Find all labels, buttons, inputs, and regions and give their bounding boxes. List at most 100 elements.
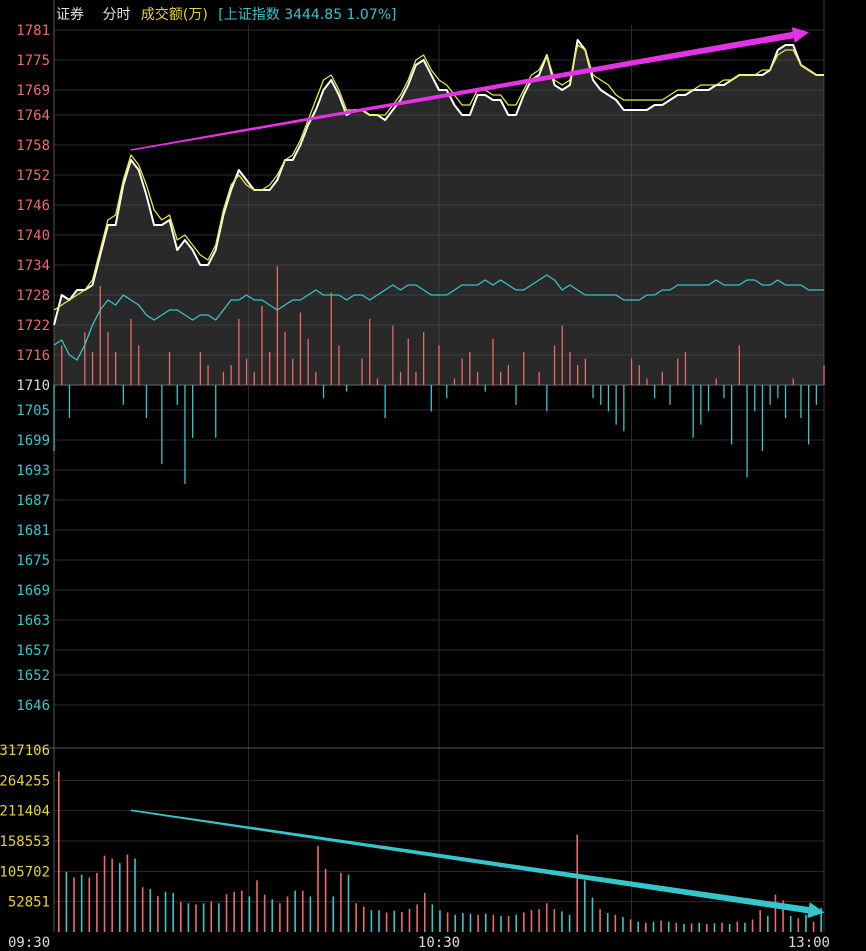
net-flow-bar <box>176 385 178 405</box>
volume-bar <box>233 891 235 932</box>
net-flow-bar <box>792 378 794 385</box>
volume-bars <box>58 771 822 932</box>
volume-bar <box>141 887 144 932</box>
volume-bar <box>202 903 205 932</box>
volume-bar <box>462 913 464 932</box>
net-flow-bar <box>399 371 402 385</box>
net-flow-bar <box>269 352 271 385</box>
net-flow-bar <box>415 371 417 385</box>
volume-bar <box>385 912 388 932</box>
y-tick-label: 1646 <box>16 698 50 714</box>
volume-bar <box>263 894 266 932</box>
series-line-avg <box>53 44 824 311</box>
volume-bar <box>408 909 411 932</box>
volume-bar <box>118 863 121 932</box>
volume-bar <box>355 903 357 932</box>
net-flow-bar <box>800 385 802 418</box>
volume-bar <box>393 910 396 932</box>
volume-downtrend-arrow-head <box>807 902 825 919</box>
volume-bar <box>423 892 426 932</box>
y-tick-label: 1705 <box>16 403 50 419</box>
volume-bar <box>378 910 380 932</box>
net-flow-bar <box>661 371 663 385</box>
volume-bar <box>73 877 75 932</box>
net-flow-bar <box>677 358 679 385</box>
net-flow-bar <box>461 358 463 385</box>
volume-bar <box>431 904 434 932</box>
volume-bar <box>568 914 571 932</box>
net-flow-bar <box>746 385 748 478</box>
net-flow-bar <box>484 385 486 392</box>
volume-bar <box>111 858 113 932</box>
volume-bar <box>362 906 365 932</box>
net-flow-bar <box>654 385 656 399</box>
volume-bar <box>706 923 708 932</box>
volume-bar <box>195 904 197 932</box>
volume-bar <box>759 910 761 932</box>
volume-bar <box>515 914 518 932</box>
net-flow-bar <box>453 378 456 385</box>
net-flow-bar <box>115 352 117 385</box>
volume-bar <box>301 890 304 932</box>
net-flow-bar <box>107 332 109 385</box>
net-flow-bar <box>815 385 817 405</box>
volume-bar <box>751 919 754 932</box>
volume-bar <box>713 923 716 932</box>
volume-bar <box>736 921 739 932</box>
y-tick-label: 1740 <box>16 228 50 244</box>
volume-bar <box>507 915 510 932</box>
volume-bar <box>134 858 136 932</box>
volume-bar <box>553 909 556 932</box>
net-flow-bar <box>561 325 563 385</box>
y-tick-label: 1687 <box>16 493 50 509</box>
net-flow-bar <box>130 319 132 385</box>
volume-tick-label: 211404 <box>0 804 50 820</box>
volume-bar <box>446 912 449 932</box>
net-flow-bar <box>245 358 248 385</box>
volume-bar <box>324 868 327 932</box>
y-tick-label: 1663 <box>16 613 50 629</box>
volume-bar <box>721 922 723 932</box>
volume-bar <box>614 914 617 932</box>
volume-bar <box>96 872 98 932</box>
net-flow-bar <box>715 378 717 385</box>
volume-bar <box>65 871 68 932</box>
net-flow-bar <box>638 365 640 385</box>
x-tick-label: 09:30 <box>8 935 50 951</box>
volume-tick-label: 264255 <box>0 773 50 789</box>
volume-bar <box>744 922 746 932</box>
volume-bar <box>500 915 502 932</box>
net-flow-bar <box>430 385 432 412</box>
net-flow-bar <box>523 352 525 385</box>
volume-bar <box>225 894 228 932</box>
volume-bar <box>667 921 670 932</box>
volume-bar <box>492 914 495 932</box>
net-flow-bar <box>68 385 71 418</box>
x-tick-label: 13:00 <box>788 935 830 951</box>
net-flow-bar <box>369 319 371 385</box>
volume-tick-label: 52851 <box>8 895 50 911</box>
volume-tick-label: 317106 <box>0 743 50 759</box>
net-flow-bar <box>99 286 101 385</box>
net-flow-bar <box>307 338 309 385</box>
net-flow-bar <box>284 332 286 385</box>
net-flow-bar <box>738 345 740 385</box>
y-tick-label: 1657 <box>16 643 50 659</box>
net-flow-bar <box>138 345 140 385</box>
net-flow-bar <box>438 345 440 385</box>
net-flow-bar <box>515 385 517 405</box>
y-tick-label: 1669 <box>16 583 50 599</box>
view-mode[interactable]: 分时 <box>102 7 131 23</box>
volume-bar <box>416 904 418 932</box>
grid <box>0 0 825 932</box>
net-flow-bar <box>238 319 240 385</box>
volume-bar <box>240 890 243 932</box>
index-label: [上证指数 3444.85 1.07%] <box>218 7 397 23</box>
volume-bar <box>622 917 624 932</box>
volume-bar <box>309 896 312 932</box>
net-flow-bar <box>161 385 163 465</box>
net-flow-bar <box>538 371 540 385</box>
volume-bar <box>248 896 251 932</box>
volume-bar <box>149 888 152 932</box>
